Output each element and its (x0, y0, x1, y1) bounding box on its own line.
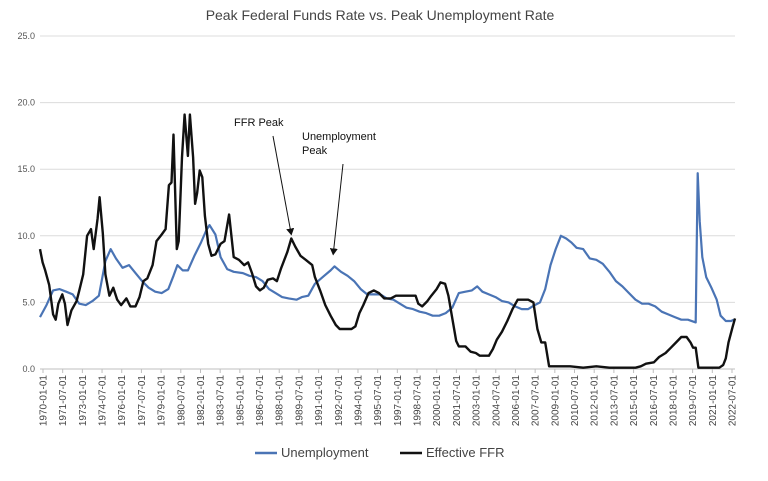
x-tick-label: 1995-07-01 (373, 375, 384, 427)
x-tick-label: 2003-01-01 (472, 375, 483, 427)
annotation-unemployment-peak: Peak (302, 145, 328, 157)
legend: Unemployment Effective FFR (255, 445, 505, 460)
x-tick-label: 1980-07-01 (176, 375, 187, 427)
x-tick-label: 1985-01-01 (235, 375, 246, 427)
grid-layer (40, 35, 735, 370)
annotation-unemployment-peak: Unemployment (302, 131, 376, 143)
x-tick-label: 2004-07-01 (491, 375, 502, 427)
x-tick-label: 1991-01-01 (314, 375, 325, 427)
x-tick-label: 2019-07-01 (688, 375, 699, 427)
x-tick-label: 2018-01-01 (668, 375, 679, 427)
y-tick-label: 15.0 (17, 164, 35, 174)
x-tick-label: 1986-07-01 (255, 375, 266, 427)
x-tick-label: 1973-01-01 (78, 375, 89, 427)
y-tick-label: 25.0 (17, 31, 35, 41)
x-tick-label: 1983-07-01 (216, 375, 227, 427)
series-line-effective-ffr (38, 113, 737, 369)
y-tick-label: 20.0 (17, 98, 35, 108)
x-tick-label: 1976-01-01 (117, 375, 128, 427)
x-tick-label: 1994-01-01 (353, 375, 364, 427)
x-axis-ticks: 1970-01-01 1971-07-01 1973-01-01 1974-07-01… (39, 369, 739, 426)
chart-title: Peak Federal Funds Rate vs. Peak Unemplo… (206, 7, 555, 23)
annotation-arrow (329, 163, 344, 256)
x-tick-label: 1974-07-01 (98, 375, 109, 427)
x-tick-label: 1977-07-01 (137, 375, 148, 427)
x-tick-label: 2010-07-01 (570, 375, 581, 427)
x-tick-label: 1970-01-01 (39, 375, 50, 427)
x-tick-label: 2013-07-01 (609, 375, 620, 427)
legend-label: Unemployment (281, 445, 369, 460)
annotation-arrow (272, 135, 295, 236)
x-tick-label: 1979-01-01 (157, 375, 168, 427)
x-tick-label: 2012-01-01 (590, 375, 601, 427)
x-tick-label: 2001-07-01 (452, 375, 463, 427)
annotation-layer: FFR Peak Unemployment Peak (234, 117, 376, 256)
x-tick-label: 1992-07-01 (334, 375, 345, 427)
x-tick-label: 1989-07-01 (294, 375, 305, 427)
series-layer (38, 113, 737, 369)
series-line-unemployment (39, 172, 735, 324)
x-tick-label: 2016-07-01 (649, 375, 660, 427)
x-tick-label: 1982-01-01 (196, 375, 207, 427)
legend-label: Effective FFR (426, 445, 505, 460)
x-tick-label: 2009-01-01 (550, 375, 561, 427)
y-tick-label: 10.0 (17, 231, 35, 241)
y-axis-ticks: 0.0 5.0 10.0 15.0 20.0 25.0 (17, 31, 35, 374)
x-tick-label: 1971-07-01 (58, 375, 69, 427)
x-tick-label: 1988-01-01 (275, 375, 286, 427)
x-tick-label: 2015-01-01 (629, 375, 640, 427)
x-tick-label: 1997-01-01 (393, 375, 404, 427)
y-tick-label: 5.0 (22, 297, 35, 307)
y-tick-label: 0.0 (22, 364, 35, 374)
annotation-ffr-peak: FFR Peak (234, 117, 284, 129)
x-tick-label: 2007-07-01 (531, 375, 542, 427)
x-tick-label: 2006-01-01 (511, 375, 522, 427)
x-tick-label: 2000-01-01 (432, 375, 443, 427)
x-tick-label: 2021-01-01 (708, 375, 719, 427)
x-tick-label: 2022-07-01 (728, 375, 739, 427)
x-tick-label: 1998-07-01 (413, 375, 424, 427)
